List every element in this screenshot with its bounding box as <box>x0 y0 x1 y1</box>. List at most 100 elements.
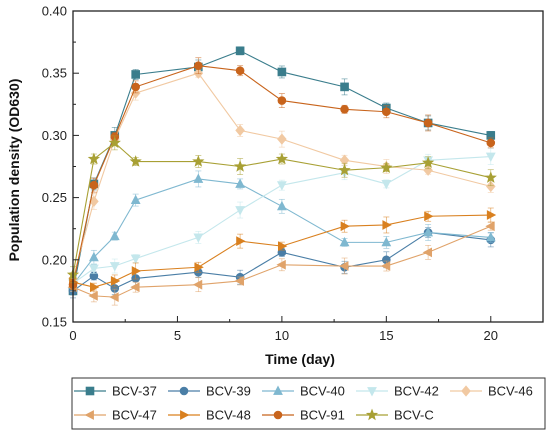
legend-label: BCV-40 <box>300 384 345 399</box>
legend-item-bcv-c: BCV-C <box>356 408 434 423</box>
data-point <box>130 254 141 265</box>
y-tick-label: 0.40 <box>42 4 67 19</box>
y-tick-label: 0.20 <box>42 252 67 267</box>
legend-label: BCV-C <box>394 408 434 423</box>
data-point <box>277 96 287 105</box>
data-point <box>424 211 434 222</box>
data-point <box>235 46 245 56</box>
data-point <box>276 259 286 270</box>
legend-label: BCV-48 <box>206 408 251 423</box>
data-point <box>276 181 287 191</box>
data-point <box>485 221 495 232</box>
data-point <box>423 118 433 128</box>
data-point <box>422 247 433 258</box>
legend-marker <box>180 410 190 420</box>
data-point <box>129 155 142 167</box>
data-point <box>235 124 245 137</box>
data-point <box>276 200 287 211</box>
legend-item-bcv-46: BCV-46 <box>450 384 533 399</box>
data-point <box>130 282 140 293</box>
series-bcv-48 <box>69 207 497 293</box>
legend-marker <box>367 387 377 397</box>
data-point <box>382 220 392 230</box>
legend-item-bcv-47: BCV-47 <box>74 408 157 423</box>
data-point <box>194 61 203 71</box>
legend-marker <box>365 408 379 421</box>
data-point <box>88 264 99 274</box>
legend-item-bcv-37: BCV-37 <box>74 384 157 399</box>
y-tick-label: 0.25 <box>42 190 67 205</box>
axes: 0.15 0.20 0.25 0.30 0.35 0.40 0 5 10 15 20 <box>42 4 544 343</box>
data-point <box>340 82 349 92</box>
series-layer <box>66 46 497 306</box>
data-point <box>109 230 120 241</box>
data-point <box>339 261 349 271</box>
legend-item-bcv-39: BCV-39 <box>168 384 251 399</box>
data-point <box>131 70 140 79</box>
legend-item-bcv-91: BCV-91 <box>262 408 345 423</box>
data-point <box>340 221 351 232</box>
legend-marker <box>273 410 283 420</box>
data-point <box>110 276 121 286</box>
x-tick-label: 20 <box>484 328 498 343</box>
data-point <box>380 161 393 173</box>
data-point <box>380 261 391 271</box>
data-point <box>486 138 496 148</box>
data-point <box>234 276 245 286</box>
data-point <box>340 104 349 114</box>
data-point <box>339 236 350 247</box>
data-point <box>381 180 392 190</box>
legend-label: BCV-39 <box>206 384 251 399</box>
data-point <box>423 226 434 237</box>
data-point <box>485 180 496 193</box>
y-tick-label: 0.30 <box>42 128 67 143</box>
legend-item-bcv-42: BCV-42 <box>356 384 439 399</box>
legend-marker <box>84 410 94 420</box>
legend-marker <box>85 386 95 396</box>
data-point <box>109 292 119 303</box>
data-point <box>192 155 205 167</box>
legend-label: BCV-42 <box>394 384 439 399</box>
data-point <box>486 210 497 220</box>
data-point <box>233 160 247 172</box>
data-point <box>89 282 100 293</box>
data-point <box>131 82 140 92</box>
x-tick-label: 15 <box>379 328 393 343</box>
data-point <box>484 171 497 183</box>
data-point <box>235 206 246 216</box>
legend-label: BCV-46 <box>488 384 533 399</box>
data-point <box>235 66 245 76</box>
x-tick-label: 5 <box>174 328 181 343</box>
legend-item-bcv-48: BCV-48 <box>168 408 251 423</box>
data-point <box>236 236 246 247</box>
data-point <box>192 279 203 290</box>
legend-box <box>71 377 546 430</box>
data-point <box>421 156 435 168</box>
data-point <box>89 180 99 190</box>
data-point <box>108 136 121 149</box>
y-axis-title: Population density (OD630) <box>6 79 22 262</box>
legend-item-bcv-40: BCV-40 <box>262 384 345 399</box>
legend-marker <box>179 386 189 396</box>
data-point <box>338 163 351 176</box>
legend-label: BCV-37 <box>112 384 157 399</box>
series-bcv-c <box>66 135 497 284</box>
y-tick-label: 0.35 <box>42 66 67 81</box>
x-tick-label: 0 <box>69 328 76 343</box>
data-point <box>193 173 204 183</box>
x-axis-title: Time (day) <box>265 351 335 367</box>
legend-label: BCV-91 <box>300 408 345 423</box>
data-point <box>130 194 141 204</box>
y-tick-label: 0.15 <box>42 315 67 330</box>
data-point <box>485 231 496 242</box>
data-point <box>277 67 287 77</box>
data-point <box>88 290 98 301</box>
legend: BCV-37 BCV-39 BCV-40 BCV-42 BCV-46 BCV-47 BCV-… <box>71 377 546 430</box>
plot-frame <box>72 10 544 323</box>
data-point <box>131 266 142 276</box>
data-point <box>277 241 288 252</box>
data-point <box>88 251 99 262</box>
data-point <box>235 178 246 188</box>
legend-marker <box>461 385 471 397</box>
